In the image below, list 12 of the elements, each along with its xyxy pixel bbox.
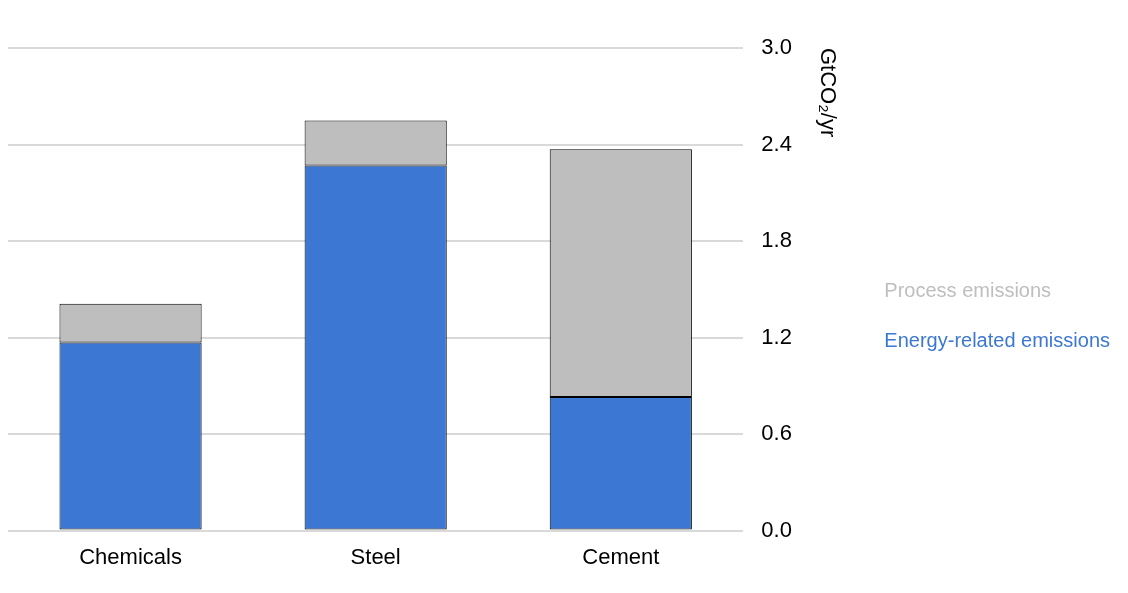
- y-tick-label: 1.2: [761, 323, 792, 349]
- x-tick-label: Chemicals: [79, 543, 182, 569]
- y-tick-label: 3.0: [761, 34, 792, 60]
- y-tick-label: 1.8: [761, 227, 792, 253]
- y-tick-label: 2.4: [761, 130, 792, 156]
- text: Process emissions: [884, 279, 1052, 302]
- x-tick-label: Steel: [350, 543, 401, 569]
- x-tick-label: Cement: [582, 543, 660, 569]
- y-axis-title: GtCO₂/yr: [816, 48, 842, 138]
- text: Energy-related emissions: [884, 329, 1110, 352]
- y-tick-label: 0.0: [761, 516, 792, 542]
- y-tick-label: 0.6: [761, 420, 792, 446]
